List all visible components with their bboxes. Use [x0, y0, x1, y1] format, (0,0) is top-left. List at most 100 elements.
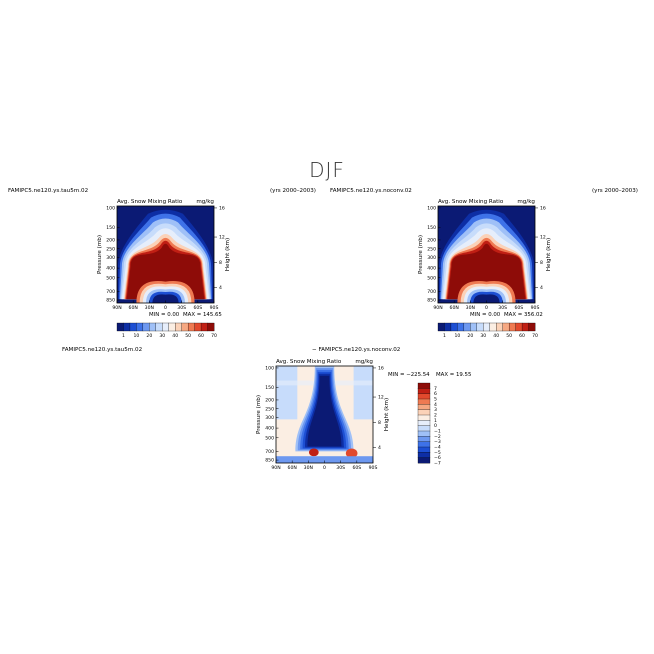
- figure-title: DJF: [309, 158, 345, 182]
- diff-case-label-right: − FAMIPC5.ne120.ys.noconv.02: [312, 347, 401, 353]
- panel-2-colorbar-swatch-6: [476, 322, 484, 332]
- panel-1-ytick-label-5: 400: [106, 266, 115, 272]
- panel-diff-xtick-label-3: 0: [323, 465, 326, 471]
- panel-2-colorbar-swatch-14: [528, 322, 536, 332]
- panel-1-ytick-label-4: 300: [106, 255, 115, 261]
- panel-diff-colorbar-label-4: 3: [434, 407, 437, 413]
- panel-diff-pos-blob-sh: [345, 448, 358, 459]
- panel-1-colorbar-swatch-10: [181, 322, 189, 332]
- panel-diff-surface-strip: [276, 456, 373, 463]
- panel-1-colorbar-swatch-3: [136, 322, 144, 332]
- panel-1-ytick-label-6: 500: [106, 275, 115, 281]
- panel-diff-ytick-label-0: 100: [265, 366, 274, 372]
- panel-2-ytick-right-label-2: 8: [540, 260, 543, 266]
- panel-1-ylabel-right: Height (km): [225, 238, 231, 271]
- panel-2-colorbar-swatch-8: [489, 322, 497, 332]
- panel-1-colorbar-swatch-7: [162, 322, 170, 332]
- panel-2-xtick-label-2: 30N: [466, 305, 475, 311]
- panel-2-colorbar-swatch-11: [508, 322, 516, 332]
- panel-diff-colorbar-swatch-11: [417, 441, 431, 448]
- panel-diff-colorbar-swatch-10: [417, 436, 431, 443]
- panel-1-colorbar-label-4: 40: [172, 333, 178, 339]
- panel-diff-pos-blob-nh: [308, 448, 319, 457]
- panel-diff-xtick-label-6: 90S: [369, 465, 378, 471]
- panel-diff-colorbar-label-8: −1: [434, 429, 441, 435]
- panel-2-ytick-right-label-3: 4: [540, 285, 543, 291]
- panel-1-variable-label: Avg. Snow Mixing Ratio: [117, 199, 183, 205]
- panel-2-xtick-label-4: 30S: [498, 305, 507, 311]
- panel-1-xtick-label-2: 30N: [145, 305, 154, 311]
- panel-2-variable-label: Avg. Snow Mixing Ratio: [438, 199, 504, 205]
- panel-1-colorbar-label-0: 1: [122, 333, 125, 339]
- panel-2-colorbar-swatch-9: [496, 322, 504, 332]
- panel-diff-field: [275, 365, 374, 464]
- panel-2-colorbar-label-0: 1: [443, 333, 446, 339]
- panel-2-ytick-right-label-0: 16: [540, 206, 546, 212]
- panel-1-colorbar-swatch-6: [155, 322, 163, 332]
- panel-1-xtick-label-4: 30S: [177, 305, 186, 311]
- panel-diff-colorbar-swatch-13: [417, 452, 431, 459]
- panel-2-colorbar-swatch-10: [502, 322, 510, 332]
- panel-2-xtick-label-3: 0: [485, 305, 488, 311]
- panel-diff-ytick-label-3: 250: [265, 406, 274, 412]
- panel-1-colorbar-swatch-14: [207, 322, 215, 332]
- panel-diff-colorbar-label-13: −6: [434, 455, 441, 461]
- panel-1-colorbar-swatch-13: [200, 322, 208, 332]
- panel-1-ytick-label-7: 700: [106, 289, 115, 295]
- panel-diff-colorbar-label-5: 2: [434, 413, 437, 419]
- panel-1-ylabel: Pressure (mb): [97, 235, 103, 274]
- panel-2-case-label: FAMIPC5.ne120.ys.noconv.02: [330, 188, 412, 194]
- panel-diff-ytick-label-1: 150: [265, 385, 274, 391]
- panel-diff-colorbar-label-1: 6: [434, 391, 437, 397]
- panel-diff-ytick-label-8: 850: [265, 458, 274, 464]
- panel-1-xtick-label-6: 90S: [210, 305, 219, 311]
- panel-1-ytick-label-3: 250: [106, 246, 115, 252]
- panel-2-colorbar-swatch-1: [444, 322, 452, 332]
- diff-case-label-left: FAMIPC5.ne120.ys.tau5m.02: [62, 347, 143, 353]
- panel-2-ylabel: Pressure (mb): [418, 235, 424, 274]
- panel-2-ytick-label-2: 200: [427, 238, 436, 244]
- panel-diff-colorbar-swatch-5: [417, 409, 431, 416]
- panel-2-colorbar-swatch-4: [463, 322, 471, 332]
- panel-1-colorbar-swatch-8: [168, 322, 176, 332]
- panel-diff-ylabel: Pressure (mb): [256, 395, 262, 434]
- panel-1-colorbar-swatch-1: [123, 322, 131, 332]
- panel-2-xtick-label-1: 60N: [450, 305, 459, 311]
- panel-diff-ytick-right-label-2: 8: [378, 420, 381, 426]
- panel-diff-colorbar-swatch-9: [417, 430, 431, 437]
- panel-diff-xtick-label-5: 60S: [352, 465, 361, 471]
- panel-diff-neg-core-5: [307, 375, 342, 447]
- panel-diff-units-label: mg/kg: [355, 359, 373, 365]
- panel-1-colorbar-swatch-2: [129, 322, 137, 332]
- panel-2-ytick-label-5: 400: [427, 266, 436, 272]
- panel-1-ytick-right-label-1: 12: [219, 235, 225, 241]
- panel-diff-min-label: MIN = −225.54: [388, 372, 430, 378]
- panel-1-colorbar-swatch-11: [187, 322, 195, 332]
- panel-2-max-label: MAX = 356.02: [504, 312, 543, 318]
- panel-diff-colorbar-label-14: −7: [434, 461, 441, 467]
- panel-2-colorbar-label-6: 60: [519, 333, 525, 339]
- panel-1-colorbar-swatch-5: [149, 322, 157, 332]
- panel-1-ytick-label-2: 200: [106, 238, 115, 244]
- panel-2-ylabel-right: Height (km): [546, 238, 552, 271]
- panel-1-xtick-label-3: 0: [164, 305, 167, 311]
- panel-diff-colorbar-label-7: 0: [434, 423, 437, 429]
- panel-1-colorbar-label-6: 60: [198, 333, 204, 339]
- panel-diff-ytick-right-label-0: 16: [378, 366, 384, 372]
- panel-2-ytick-label-8: 850: [427, 298, 436, 304]
- panel-diff-colorbar-label-12: −5: [434, 450, 441, 456]
- panel-2-colorbar-swatch-13: [521, 322, 529, 332]
- panel-2-colorbar-swatch-7: [483, 322, 491, 332]
- panel-diff-colorbar-label-9: −2: [434, 434, 441, 440]
- panel-2-ytick-label-3: 250: [427, 246, 436, 252]
- panel-2-xtick-label-6: 90S: [531, 305, 540, 311]
- panel-diff-variable-label: Avg. Snow Mixing Ratio: [276, 359, 342, 365]
- panel-2-surface-hole-5: [473, 294, 500, 303]
- panel-2-colorbar-swatch-12: [515, 322, 523, 332]
- panel-2-ytick-label-1: 150: [427, 225, 436, 231]
- panel-1-colorbar-label-7: 70: [211, 333, 217, 339]
- panel-2-ytick-label-7: 700: [427, 289, 436, 295]
- panel-1-colorbar-label-1: 10: [133, 333, 139, 339]
- panel-1-colorbar-label-3: 30: [159, 333, 165, 339]
- panel-diff-xtick-label-0: 90N: [271, 465, 280, 471]
